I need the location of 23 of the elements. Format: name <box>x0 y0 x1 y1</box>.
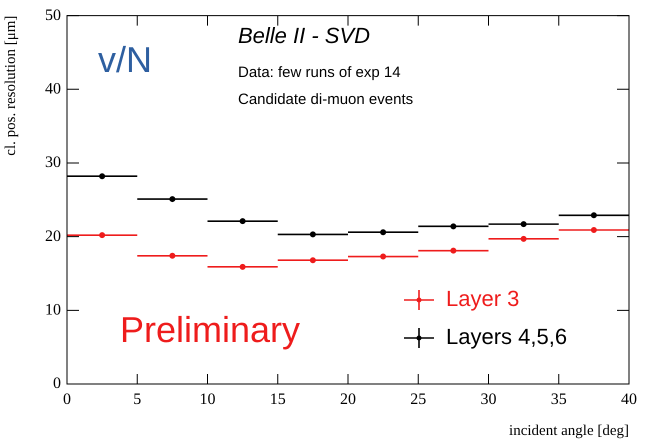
x-tick-label: 25 <box>410 390 426 408</box>
y-tick-label: 50 <box>45 6 61 24</box>
y-tick-label: 0 <box>53 375 61 392</box>
x-axis-title: incident angle [deg] <box>509 422 629 439</box>
x-tick-label: 30 <box>480 390 496 408</box>
annotation: v/N <box>98 39 152 80</box>
y-tick-label: 20 <box>45 228 61 245</box>
y-tick-label: 40 <box>45 80 61 98</box>
y-axis-title: cl. pos. resolution [μm] <box>2 16 19 156</box>
x-tick-label: 40 <box>621 390 637 408</box>
legend-label: Layers 4,5,6 <box>446 324 568 350</box>
annotation: Preliminary <box>120 309 300 350</box>
y-tick-label: 10 <box>45 302 61 319</box>
x-tick-label: 35 <box>550 390 567 408</box>
annotation: Belle II - SVD <box>238 23 370 48</box>
x-tick-label: 5 <box>133 390 142 408</box>
annotation: Data: few runs of exp 14 <box>238 64 401 81</box>
x-tick-label: 15 <box>270 390 286 408</box>
y-tick-label: 30 <box>45 154 61 172</box>
x-tick-label: 10 <box>200 390 216 408</box>
legend-label: Layer 3 <box>446 286 520 312</box>
x-tick-label: 20 <box>340 390 356 408</box>
annotation: Candidate di-muon events <box>238 91 414 108</box>
